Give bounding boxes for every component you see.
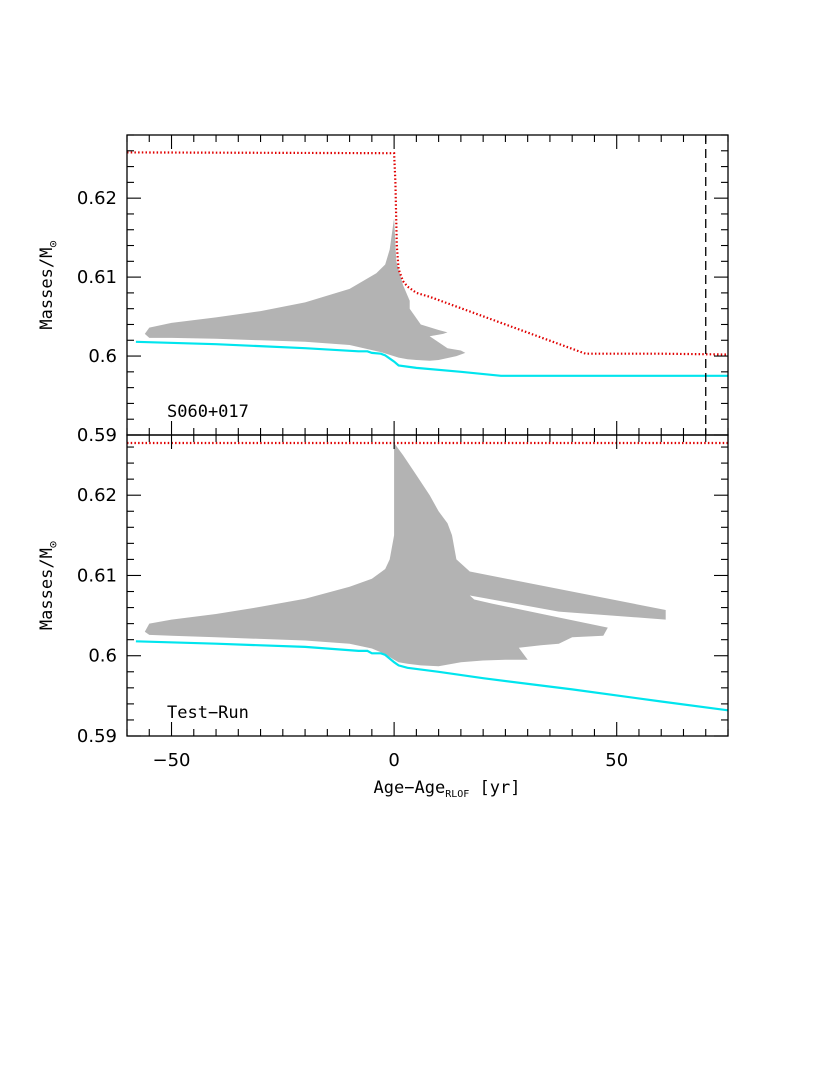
y-axis-title: Masses/M⊙ (37, 240, 60, 329)
lower-mass-solid-top (135, 340, 728, 377)
x-axis-title-sub: RLOF (445, 789, 469, 800)
x-tick-label: 50 (605, 750, 628, 771)
y-axis-title: Masses/M⊙ (37, 541, 60, 630)
y-axis-title-sub: ⊙ (46, 541, 60, 548)
y-tick-label: 0.61 (77, 565, 117, 586)
y-axis-title-sub: ⊙ (46, 240, 60, 247)
panel-bottom: 0.59 0.6 0.61 0.62 Masses/M⊙ Test−Run −50 0 50 Ag… (37, 434, 729, 800)
grey-region-top (144, 217, 466, 361)
panel-label-bottom: Test−Run (167, 703, 249, 723)
y-tick-label: 0.6 (88, 646, 117, 667)
x-axis-title-main: Age−Age (374, 778, 446, 798)
y-axis-title-main: Masses/M (37, 248, 57, 330)
panel-frame-bottom (126, 434, 729, 737)
plot-area-bottom (127, 441, 728, 712)
y-tick-label: 0.59 (77, 425, 117, 446)
y-tick-label: 0.61 (77, 267, 117, 288)
panel-frame-top (126, 134, 729, 436)
x-tick-label: 0 (388, 750, 399, 771)
x-axis-title: Age−AgeRLOF [yr] (374, 778, 521, 800)
grey-region-bottom (144, 443, 666, 667)
plot-area-top (127, 135, 728, 435)
x-axis-title-unit: [yr] (469, 778, 520, 798)
y-tick-label: 0.62 (77, 485, 117, 506)
x-tick-label: −50 (153, 750, 191, 771)
panel-label-top: S060+017 (167, 402, 249, 422)
y-tick-label: 0.59 (77, 726, 117, 747)
panel-top: 0.59 0.6 0.61 0.62 Masses/M⊙ S060+017 (37, 134, 729, 446)
y-axis-title-main: Masses/M (37, 548, 57, 630)
y-tick-label: 0.6 (88, 346, 117, 367)
y-tick-label: 0.62 (77, 188, 117, 209)
lower-mass-solid-bottom (135, 640, 728, 712)
